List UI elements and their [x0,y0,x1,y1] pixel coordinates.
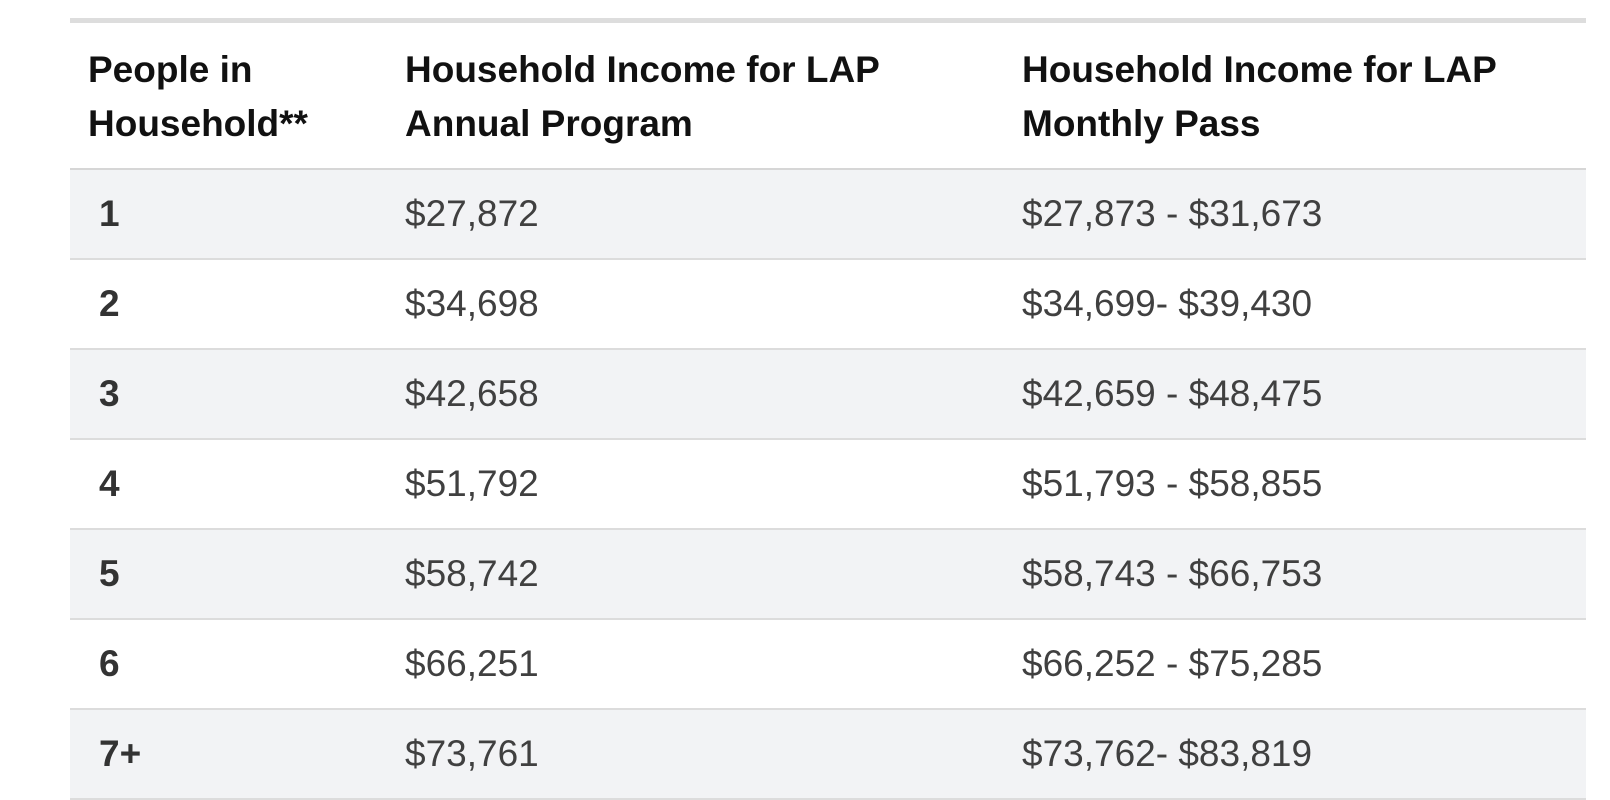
table-row: 5 $58,742 $58,743 - $66,753 [70,529,1586,620]
monthly-pass-income-cell: $66,252 - $75,285 [1010,619,1586,710]
monthly-pass-income-cell: $73,762- $83,819 [1010,709,1586,800]
monthly-pass-income-cell: $58,743 - $66,753 [1010,529,1586,620]
household-size-cell: 4 [70,439,393,530]
monthly-pass-income-cell: $51,793 - $58,855 [1010,439,1586,530]
household-size-cell: 2 [70,259,393,350]
table-row: 3 $42,658 $42,659 - $48,475 [70,349,1586,440]
monthly-pass-income-cell: $34,699- $39,430 [1010,259,1586,350]
annual-program-income-cell: $73,761 [393,709,1010,800]
header-annual-program-income: Household Income for LAP Annual Program [393,23,1010,170]
table-top-rule [70,18,1586,23]
annual-program-income-cell: $58,742 [393,529,1010,620]
table-header-row: People in Household** Household Income f… [70,23,1586,170]
annual-program-income-cell: $27,872 [393,169,1010,260]
table-row: 7+ $73,761 $73,762- $83,819 [70,709,1586,800]
annual-program-income-cell: $42,658 [393,349,1010,440]
household-size-cell: 3 [70,349,393,440]
table-row: 6 $66,251 $66,252 - $75,285 [70,619,1586,710]
annual-program-income-cell: $51,792 [393,439,1010,530]
monthly-pass-income-cell: $27,873 - $31,673 [1010,169,1586,260]
income-eligibility-table: People in Household** Household Income f… [70,23,1586,800]
income-table-container: People in Household** Household Income f… [70,18,1586,800]
household-size-cell: 7+ [70,709,393,800]
table-row: 4 $51,792 $51,793 - $58,855 [70,439,1586,530]
table-row: 2 $34,698 $34,699- $39,430 [70,259,1586,350]
table-row: 1 $27,872 $27,873 - $31,673 [70,169,1586,260]
household-size-cell: 5 [70,529,393,620]
annual-program-income-cell: $66,251 [393,619,1010,710]
header-monthly-pass-income: Household Income for LAP Monthly Pass [1010,23,1586,170]
household-size-cell: 1 [70,169,393,260]
monthly-pass-income-cell: $42,659 - $48,475 [1010,349,1586,440]
header-people-in-household: People in Household** [70,23,393,170]
annual-program-income-cell: $34,698 [393,259,1010,350]
household-size-cell: 6 [70,619,393,710]
